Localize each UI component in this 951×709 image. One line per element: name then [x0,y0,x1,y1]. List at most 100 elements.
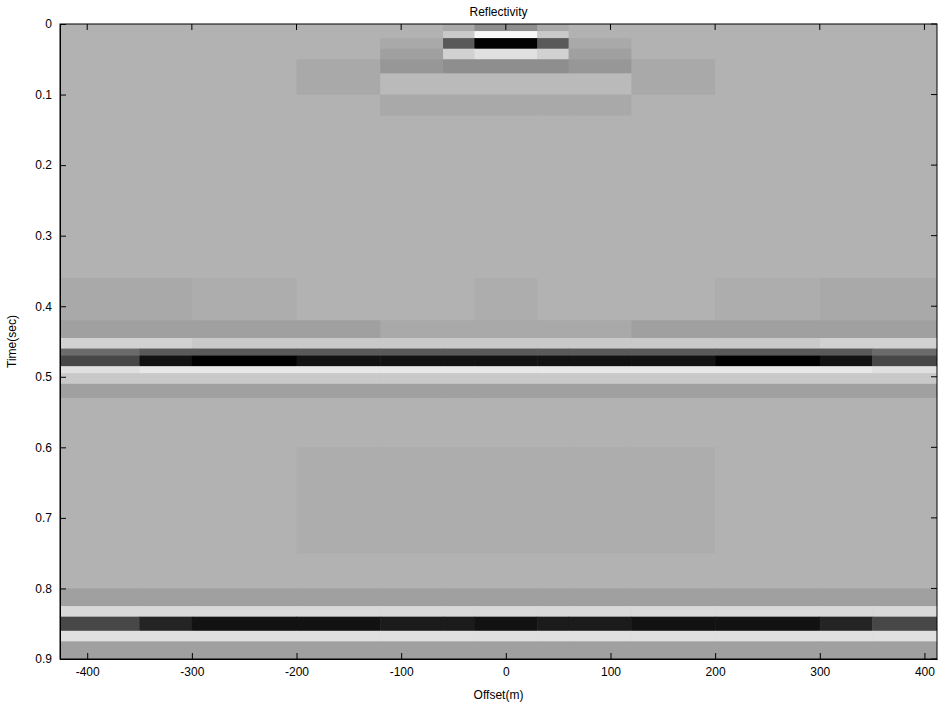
heat-cell [474,606,537,617]
tick-mark [924,24,925,30]
heat-cell [192,320,297,338]
heat-cell [192,384,297,399]
heat-cell [297,398,381,448]
heat-cell [631,349,715,357]
heat-cell [631,447,715,553]
heat-cell [569,606,632,617]
x-axis: -400-300-200-1000100200300400 [61,653,938,679]
heat-cell [140,73,193,95]
tick-mark [931,235,937,236]
heat-cell [60,617,140,632]
heat-cell [443,366,475,374]
heat-cell [631,49,715,60]
x-axis-title: Offset(m) [474,688,524,702]
tick-label: -100 [390,665,414,679]
heat-cell [537,95,569,117]
heat-cell [443,588,475,606]
tick-mark [60,377,66,378]
heat-cell [872,617,937,632]
tick-label: 100 [601,665,621,679]
x-axis-top [87,24,924,30]
tick-mark [60,165,66,166]
heat-cell [140,59,193,74]
heat-cell [715,49,820,60]
heat-cell [537,59,569,74]
heat-cell [443,31,475,39]
heat-cell [443,373,475,384]
heat-cell [380,553,443,589]
heat-cell [820,373,873,384]
heat-cell [631,73,715,95]
heat-cell [820,278,873,321]
heat-cell [872,38,937,49]
heat-cell [192,49,297,60]
tick: -200 [285,653,309,679]
heat-cell [820,384,873,399]
tick: -100 [390,653,414,679]
heat-cell [474,73,537,95]
heat-cell [297,373,381,384]
heat-cell [820,398,873,448]
heat-cell [60,366,140,374]
heat-cell [443,73,475,95]
heat-cell [60,278,140,321]
heat-cell [631,384,715,399]
heat-cell [140,49,193,60]
heat-cell [631,553,715,589]
heat-cell [192,588,297,606]
tick-mark [931,165,937,166]
heat-cell [140,617,193,632]
heat-cell [474,349,537,357]
heat-cell [474,617,537,632]
tick-label: 0.9 [35,652,52,666]
heat-cell [380,116,443,279]
tick: 0.7 [35,511,66,525]
heat-cell [140,349,193,357]
heat-cell [60,116,140,279]
heat-cell [715,24,820,32]
y-axis: 00.10.20.30.40.50.60.70.80.9 [35,17,66,666]
tick: 300 [810,653,830,679]
heat-cell [872,49,937,60]
tick-mark [820,653,821,659]
heat-cell [631,338,715,349]
heat-cell [474,373,537,384]
heat-cell [820,447,873,553]
heat-cell [872,338,937,349]
tick-label: 300 [810,665,830,679]
heat-cell [474,278,537,321]
heat-cell [715,373,820,384]
heat-cell [192,356,297,367]
heat-cell [715,59,820,74]
heat-cell [631,116,715,279]
heat-cell [474,38,537,49]
tick: 100 [601,653,621,679]
heat-cell [474,588,537,606]
heat-cell [140,31,193,39]
heat-cell [820,606,873,617]
heat-cell [537,116,569,279]
plot-frame [60,24,937,659]
heat-cell [380,606,443,617]
heat-cell [537,631,569,642]
heat-cell [631,95,715,117]
heat-cell [192,24,297,32]
heat-cell [380,278,443,321]
heat-cell [443,320,475,338]
tick: 0.2 [35,158,66,172]
heat-cell [140,588,193,606]
heat-cell [820,73,873,95]
heat-cell [537,373,569,384]
heat-cell [631,278,715,321]
tick-mark [401,24,402,30]
tick: 0.1 [35,88,66,102]
tick-label: 0 [503,665,510,679]
tick-label: 0 [45,17,52,31]
heat-cell [872,349,937,357]
heat-cell [569,338,632,349]
heat-cell [537,73,569,95]
tick-mark [297,653,298,659]
tick-label: -300 [180,665,204,679]
heat-cell [380,338,443,349]
heat-cell [60,31,140,39]
